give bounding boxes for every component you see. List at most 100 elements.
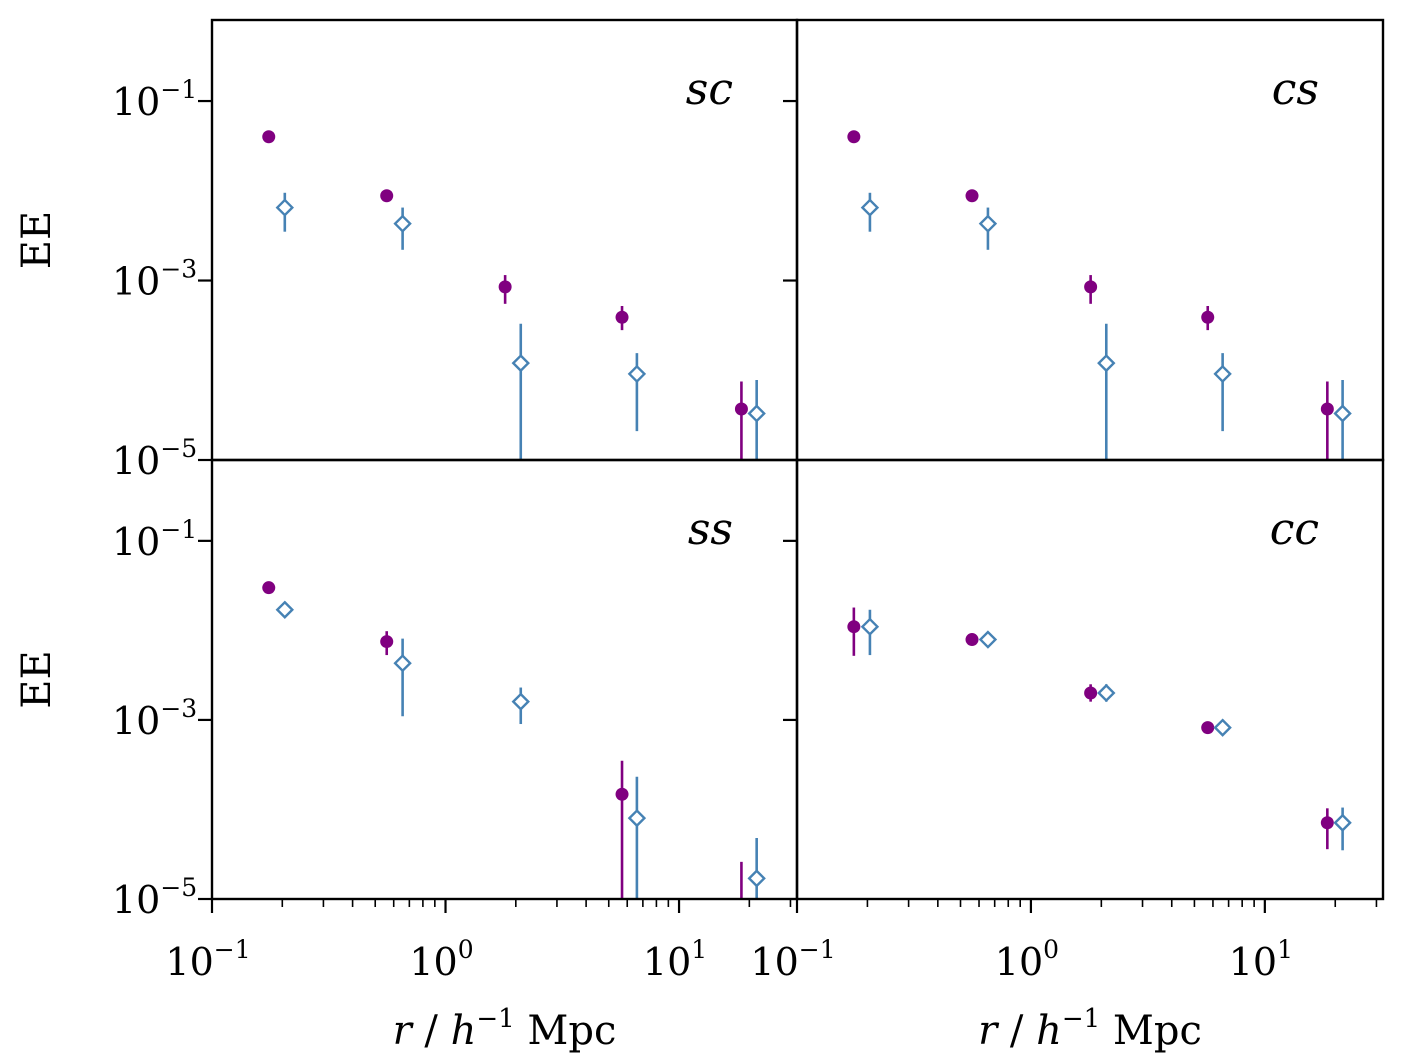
series-b-point bbox=[978, 214, 998, 233]
x-tick-base: 10 bbox=[409, 940, 457, 984]
series-b-point bbox=[511, 692, 530, 711]
y-tick-base: 10 bbox=[112, 878, 160, 922]
series-a-point bbox=[615, 787, 629, 801]
x-label-var: r bbox=[393, 1008, 415, 1054]
series-b-point bbox=[511, 353, 530, 373]
y-tick-base: 10 bbox=[112, 260, 160, 304]
y-tick-base: 10 bbox=[112, 520, 160, 564]
x-tick-label: 10−1 bbox=[750, 935, 835, 984]
x-tick-label: 101 bbox=[643, 935, 707, 984]
series-b-point bbox=[747, 404, 766, 423]
y-tick-exp: −3 bbox=[160, 694, 197, 723]
x-label-h: h bbox=[451, 1008, 477, 1054]
y-tick-base: 10 bbox=[112, 80, 160, 124]
x-tick-base: 10 bbox=[643, 940, 691, 984]
series-b-point bbox=[275, 198, 294, 217]
series-b-point bbox=[1097, 683, 1116, 703]
series-b-point bbox=[860, 198, 880, 217]
x-label-var: r bbox=[978, 1008, 1000, 1054]
x-tick-exp: 0 bbox=[1043, 935, 1059, 964]
series-b-point bbox=[1333, 813, 1352, 832]
y-tick-exp: −1 bbox=[160, 75, 197, 104]
x-tick-base: 10 bbox=[1229, 940, 1277, 984]
y-tick-base: 10 bbox=[112, 699, 160, 743]
panel-data bbox=[847, 607, 1352, 851]
series-a-point bbox=[734, 402, 748, 416]
series-b-point bbox=[860, 617, 880, 636]
series-a-point bbox=[1201, 721, 1215, 735]
x-tick-label: 101 bbox=[1229, 935, 1293, 984]
x-label-sep: / bbox=[997, 1008, 1036, 1054]
x-tick-label: 10−1 bbox=[165, 935, 250, 984]
series-a-point bbox=[1084, 686, 1098, 700]
panel-label: ss bbox=[688, 504, 733, 555]
series-a-point bbox=[262, 130, 276, 144]
series-a-point bbox=[1084, 280, 1098, 294]
series-a-point bbox=[498, 280, 512, 294]
y-tick-label: 10−5 bbox=[112, 873, 197, 922]
panel-data bbox=[262, 130, 766, 460]
series-a-point bbox=[847, 620, 861, 634]
panel-label: cc bbox=[1270, 504, 1319, 555]
series-a-point bbox=[380, 635, 394, 649]
x-label-unit: Mpc bbox=[515, 1008, 617, 1054]
y-tick-exp: −3 bbox=[160, 255, 197, 284]
series-b-point bbox=[1213, 718, 1232, 737]
y-tick-exp: −1 bbox=[160, 515, 197, 544]
series-a-point bbox=[380, 189, 394, 203]
x-label-exp: −1 bbox=[476, 1004, 514, 1034]
y-axis-label: EE bbox=[14, 211, 60, 269]
y-tick-exp: −5 bbox=[160, 434, 197, 463]
series-b-point bbox=[275, 600, 294, 619]
panel-data bbox=[847, 130, 1352, 460]
x-label-unit: Mpc bbox=[1100, 1008, 1202, 1054]
series-a-point bbox=[1201, 310, 1215, 324]
series-b-point bbox=[747, 869, 766, 888]
series-a-point bbox=[1320, 816, 1334, 830]
y-tick-label: 10−1 bbox=[112, 515, 197, 564]
x-label-h: h bbox=[1036, 1008, 1062, 1054]
series-b-point bbox=[393, 214, 412, 233]
y-tick-exp: −5 bbox=[160, 873, 197, 902]
y-tick-label: 10−3 bbox=[112, 694, 197, 743]
series-b-point bbox=[393, 654, 412, 673]
panel-cs: cs bbox=[783, 18, 1385, 462]
y-tick-label: 10−1 bbox=[112, 75, 197, 124]
y-tick-label: 10−3 bbox=[112, 255, 197, 304]
series-b-point bbox=[1097, 353, 1116, 373]
x-tick-base: 10 bbox=[995, 940, 1043, 984]
x-axis-label: r / h−1 Mpc bbox=[978, 1004, 1202, 1054]
series-b-point bbox=[1213, 364, 1232, 384]
x-tick-exp: 0 bbox=[458, 935, 474, 964]
series-b-point bbox=[1333, 404, 1352, 423]
series-a-point bbox=[262, 581, 276, 595]
panel-data bbox=[262, 581, 766, 899]
series-a-point bbox=[847, 130, 861, 144]
panel-label: cs bbox=[1272, 64, 1319, 115]
x-tick-label: 100 bbox=[995, 935, 1059, 984]
series-b-point bbox=[627, 808, 647, 828]
x-tick-base: 10 bbox=[165, 940, 213, 984]
x-tick-exp: 1 bbox=[1277, 935, 1293, 964]
series-b-point bbox=[627, 364, 647, 384]
x-tick-label: 100 bbox=[409, 935, 473, 984]
series-b-point bbox=[978, 630, 998, 649]
x-label-sep: / bbox=[412, 1008, 451, 1054]
y-axis-label: EE bbox=[14, 650, 60, 708]
x-tick-exp: 1 bbox=[691, 935, 707, 964]
series-a-point bbox=[965, 189, 979, 203]
x-tick-exp: −1 bbox=[214, 935, 251, 964]
x-tick-exp: −1 bbox=[799, 935, 836, 964]
x-label-exp: −1 bbox=[1062, 1004, 1100, 1034]
series-a-point bbox=[1320, 402, 1334, 416]
panel-label: sc bbox=[686, 64, 733, 115]
series-a-point bbox=[615, 310, 629, 324]
y-tick-label: 10−5 bbox=[112, 434, 197, 483]
x-tick-base: 10 bbox=[750, 940, 798, 984]
